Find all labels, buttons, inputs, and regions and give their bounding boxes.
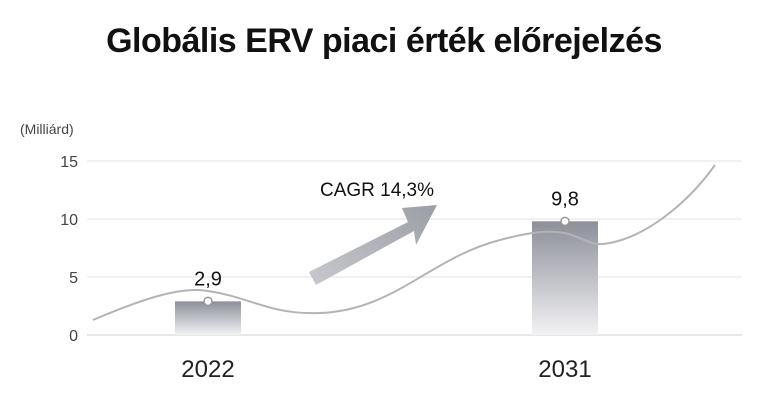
y-tick-label: 10 (60, 212, 78, 229)
y-tick-labels: 0 5 10 15 (60, 154, 78, 345)
data-label: 2,9 (194, 268, 222, 290)
y-tick-label: 15 (60, 154, 78, 171)
category-label: 2031 (538, 356, 591, 383)
unit-label: (Milliárd) (20, 121, 74, 137)
data-labels: 2,9 9,8 (194, 188, 579, 290)
growth-arrow-icon (309, 205, 437, 285)
y-tick-label: 5 (69, 270, 78, 287)
category-labels: 2022 2031 (181, 356, 591, 383)
category-label: 2022 (181, 356, 234, 383)
data-markers (203, 216, 570, 307)
bar-2022 (175, 301, 241, 335)
cagr-annotation: CAGR 14,3% (320, 180, 434, 201)
y-tick-label: 0 (69, 328, 78, 345)
data-label: 9,8 (551, 188, 579, 210)
chart-title: Globális ERV piaci érték előrejelzés (106, 22, 662, 60)
data-point-marker (203, 296, 213, 307)
data-point-marker (560, 216, 570, 227)
trend-curve (92, 164, 716, 321)
bar-2031 (532, 221, 598, 335)
